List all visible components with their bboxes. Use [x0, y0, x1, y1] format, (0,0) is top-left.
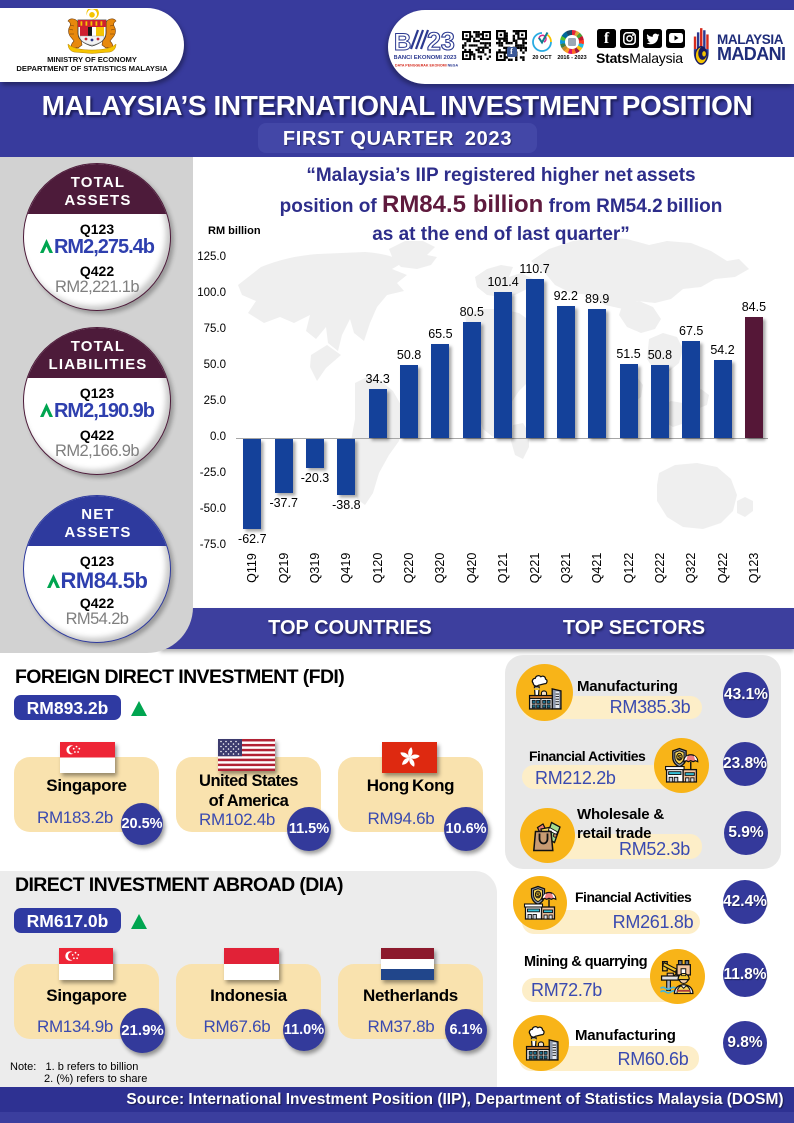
- svg-text:B: B: [394, 29, 411, 56]
- svg-text:23: 23: [427, 28, 455, 56]
- svg-text:BANCI EKONOMI 2023: BANCI EKONOMI 2023: [394, 55, 457, 61]
- svg-text:DATA PENGGERAK EKONOMI NEGARA: DATA PENGGERAK EKONOMI NEGARA: [395, 64, 458, 68]
